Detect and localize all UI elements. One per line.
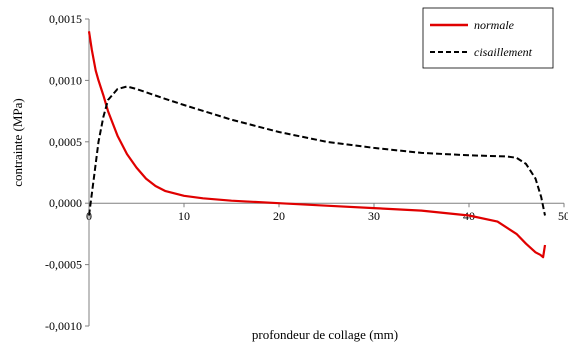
y-tick-label: 0,0005 (49, 135, 82, 149)
series-line-cisaillement (88, 85, 546, 216)
series-layer (87, 31, 547, 259)
y-tick-label: -0,0010 (45, 319, 82, 333)
legend-label-cisaillement: cisaillement (474, 45, 533, 59)
legend: normale cisaillement (422, 7, 554, 69)
y-tick-label: 0,0015 (49, 12, 82, 26)
x-axis-label: profondeur de collage (mm) (252, 327, 398, 342)
legend-label-normale: normale (474, 18, 515, 32)
x-tick-label: 30 (368, 209, 380, 223)
x-tick-label: 10 (178, 209, 190, 223)
series-line-normale (87, 31, 547, 259)
y-tick-label: -0,0005 (45, 258, 82, 272)
legend-box (422, 7, 554, 69)
y-tick-label: 0,0000 (49, 196, 82, 210)
x-tick-label: 20 (273, 209, 285, 223)
y-tick-label: 0,0010 (49, 73, 82, 87)
x-tick-label: 50 (558, 209, 568, 223)
y-axis-ticks: -0,0010 -0,0005 0,0000 0,0005 0,0010 0,0015 (45, 12, 89, 333)
y-axis-label: contrainte (MPa) (10, 98, 25, 186)
